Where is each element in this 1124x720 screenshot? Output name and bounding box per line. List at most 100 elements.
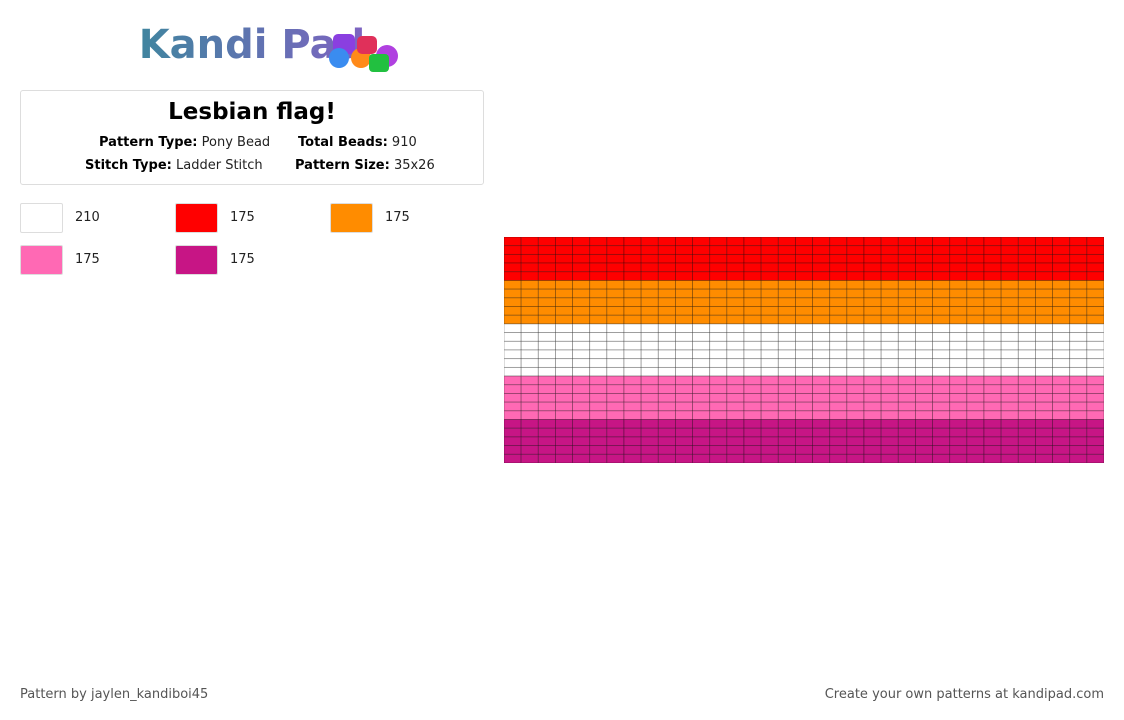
bead xyxy=(932,401,951,412)
bead xyxy=(812,271,831,281)
bead xyxy=(880,262,899,273)
bead xyxy=(760,237,779,247)
bead xyxy=(1086,306,1104,316)
bead xyxy=(1069,332,1088,342)
bead xyxy=(1069,375,1088,386)
bead xyxy=(709,375,728,386)
bead xyxy=(777,314,796,325)
bead xyxy=(1052,419,1071,429)
bead xyxy=(1035,288,1053,299)
bead xyxy=(675,314,693,325)
bead xyxy=(1052,427,1071,438)
bead xyxy=(795,332,813,342)
bead xyxy=(1017,410,1036,420)
bead xyxy=(932,436,951,447)
bead xyxy=(812,237,831,247)
bead xyxy=(606,245,625,255)
field: Total Beads: 910 xyxy=(298,135,417,150)
field-value: Pony Bead xyxy=(201,135,271,150)
bead xyxy=(537,306,556,316)
bead xyxy=(915,288,933,299)
bead xyxy=(1052,332,1071,342)
footer-link[interactable]: Create your own patterns at kandipad.com xyxy=(824,687,1104,702)
bead xyxy=(1000,271,1019,281)
bead xyxy=(692,288,711,299)
bead xyxy=(709,349,728,360)
bead xyxy=(623,401,642,412)
bead xyxy=(504,280,522,290)
bead xyxy=(572,323,591,334)
bead xyxy=(1017,271,1036,281)
bead xyxy=(949,253,968,264)
bead xyxy=(657,410,676,420)
bead xyxy=(1086,271,1104,281)
bead xyxy=(726,253,745,264)
bead xyxy=(795,436,813,447)
logo-text: Kandi Pad xyxy=(0,22,410,68)
color-count: 175 xyxy=(75,252,100,267)
bead xyxy=(880,297,899,307)
bead xyxy=(760,427,779,438)
bead xyxy=(589,314,608,325)
bead xyxy=(915,419,933,429)
bead xyxy=(692,401,711,412)
bead xyxy=(726,366,745,377)
bead xyxy=(1017,436,1036,447)
bead xyxy=(760,393,779,403)
bead xyxy=(640,306,659,316)
bead xyxy=(983,358,1002,368)
bead xyxy=(1035,332,1053,342)
bead xyxy=(760,323,779,334)
bead xyxy=(777,445,796,455)
color-count: 175 xyxy=(230,252,255,267)
bead xyxy=(1000,401,1019,412)
bead xyxy=(726,340,745,351)
bead xyxy=(589,245,608,255)
bead xyxy=(606,375,625,386)
bead xyxy=(726,237,745,247)
bead xyxy=(1086,384,1104,394)
bead xyxy=(589,306,608,316)
bead xyxy=(623,280,642,290)
bead xyxy=(777,375,796,386)
bead xyxy=(675,393,693,403)
bead xyxy=(880,271,899,281)
bead xyxy=(692,340,711,351)
bead xyxy=(846,297,865,307)
bead xyxy=(1086,297,1104,307)
bead xyxy=(1035,323,1053,334)
bead xyxy=(726,436,745,447)
bead xyxy=(657,366,676,377)
bead xyxy=(1017,419,1036,429)
bead xyxy=(1000,297,1019,307)
bead xyxy=(657,332,676,342)
bead xyxy=(743,340,762,351)
bead xyxy=(589,358,608,368)
bead xyxy=(572,401,591,412)
bead xyxy=(915,253,933,264)
bead xyxy=(915,245,933,255)
bead xyxy=(1035,358,1053,368)
bead xyxy=(760,375,779,386)
bead xyxy=(1052,401,1071,412)
bead xyxy=(675,306,693,316)
bead xyxy=(675,332,693,342)
bead xyxy=(572,453,591,463)
field-value: 910 xyxy=(391,135,417,150)
bead xyxy=(812,384,831,394)
bead xyxy=(1017,384,1036,394)
bead xyxy=(520,453,539,463)
bead xyxy=(657,288,676,299)
bead xyxy=(1086,436,1104,447)
bead xyxy=(623,271,642,281)
bead xyxy=(1000,427,1019,438)
bead xyxy=(589,401,608,412)
bead xyxy=(675,253,693,264)
bead xyxy=(623,358,642,368)
bead xyxy=(537,314,556,325)
bead xyxy=(863,401,882,412)
bead xyxy=(709,253,728,264)
bead xyxy=(966,297,985,307)
bead xyxy=(657,401,676,412)
bead xyxy=(1035,375,1053,386)
